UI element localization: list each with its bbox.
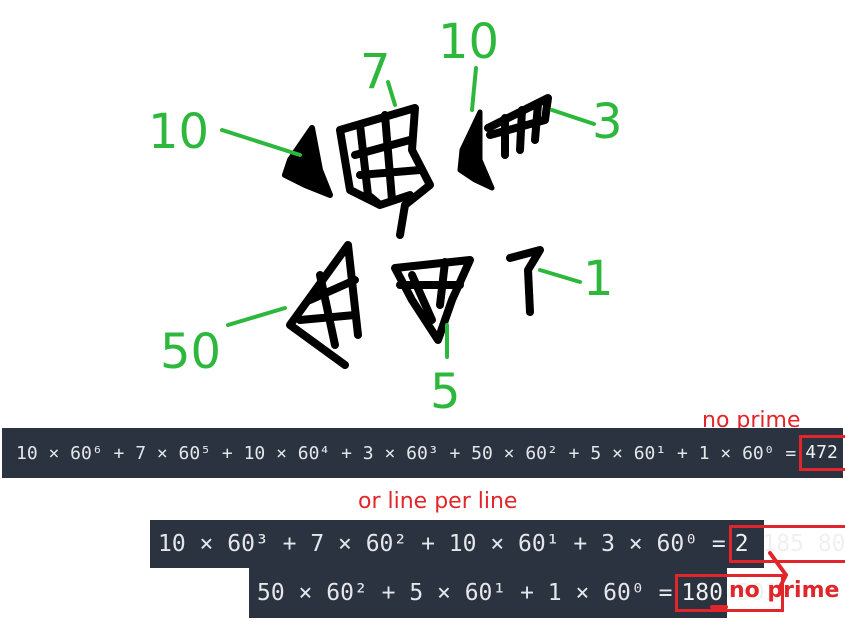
formula-full-bar: 10 × 60⁶ + 7 × 60⁵ + 10 × 60⁴ + 3 × 60³ … bbox=[2, 428, 845, 478]
pointer-line-7 bbox=[386, 80, 397, 107]
label-five: 5 bbox=[430, 364, 461, 420]
label-three: 3 bbox=[592, 94, 623, 150]
formula-line2-result: 180 301 bbox=[675, 574, 785, 612]
glyph-ten-left bbox=[282, 125, 333, 198]
cuneiform-tablet-drawing bbox=[220, 66, 596, 369]
pointer-line-1 bbox=[538, 268, 582, 284]
formula-line2-expression: 50 × 60² + 5 × 60¹ + 1 × 60⁰ = bbox=[257, 580, 673, 606]
note-no-prime-top: no prime bbox=[702, 408, 801, 433]
glyph-five bbox=[391, 256, 474, 344]
label-seven: 7 bbox=[360, 44, 391, 100]
pointer-line-10-top bbox=[470, 66, 478, 112]
label-one: 1 bbox=[583, 251, 614, 307]
formula-line1-expression: 10 × 60³ + 7 × 60² + 10 × 60¹ + 3 × 60⁰ … bbox=[158, 531, 726, 557]
red-connector bbox=[710, 551, 789, 609]
formula-line1-bar: 10 × 60³ + 7 × 60² + 10 × 60¹ + 3 × 60⁰ … bbox=[150, 520, 845, 568]
label-fifty: 50 bbox=[160, 324, 222, 380]
glyph-one bbox=[506, 246, 544, 316]
note-or-line-per-line: or line per line bbox=[358, 489, 518, 514]
formula-full-result: 472 133 628 301 bbox=[799, 435, 845, 471]
note-no-prime-bottom: no prime bbox=[729, 578, 840, 603]
glyph-three bbox=[484, 94, 552, 159]
label-ten-left: 10 bbox=[148, 104, 210, 160]
pointer-line-3 bbox=[550, 108, 596, 126]
formula-line1-result: 2 185 803 bbox=[728, 525, 845, 563]
glyph-ten-top bbox=[457, 109, 495, 191]
label-ten-top: 10 bbox=[438, 14, 500, 70]
formula-line2-bar: 50 × 60² + 5 × 60¹ + 1 × 60⁰ = 180 301 bbox=[249, 568, 785, 618]
formula-full-expression: 10 × 60⁶ + 7 × 60⁵ + 10 × 60⁴ + 3 × 60³ … bbox=[16, 442, 797, 464]
pointer-line-10-left bbox=[220, 128, 302, 157]
glyph-fifty bbox=[286, 241, 362, 369]
pointer-line-50 bbox=[226, 306, 287, 327]
glyph-seven bbox=[336, 104, 434, 239]
